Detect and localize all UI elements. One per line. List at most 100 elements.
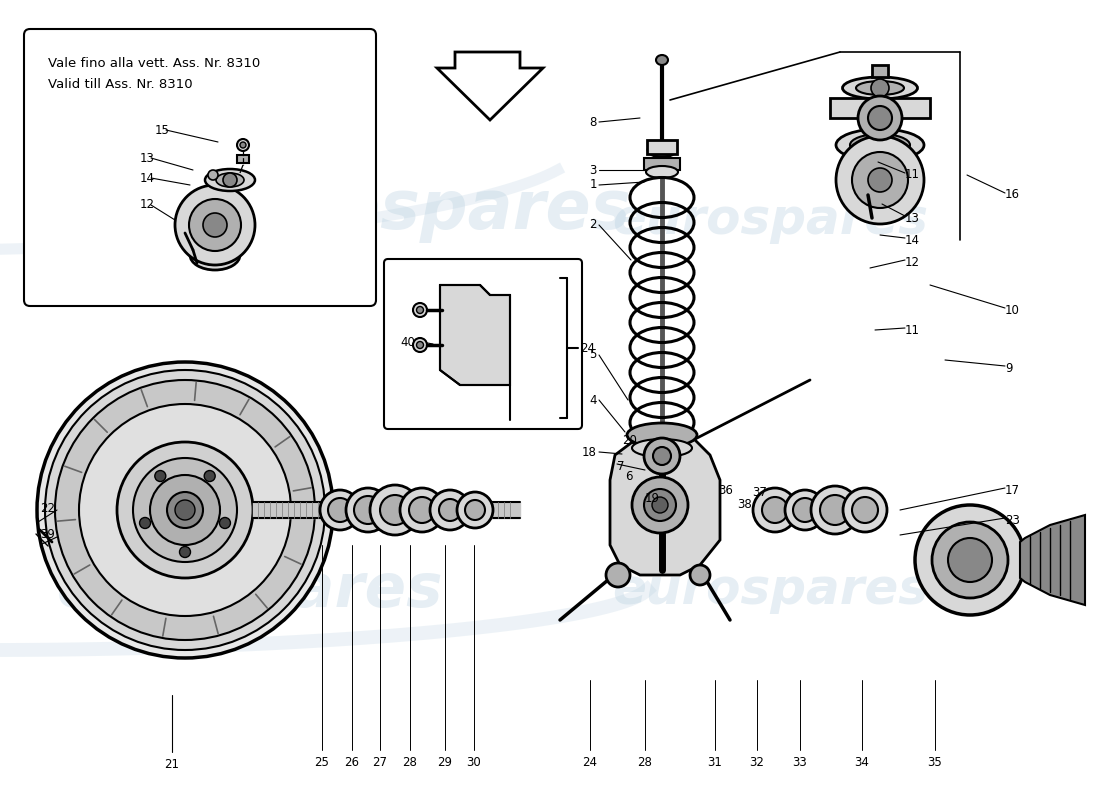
Text: 12: 12 bbox=[140, 198, 155, 211]
Text: 30: 30 bbox=[466, 755, 482, 769]
Text: 12: 12 bbox=[905, 255, 920, 269]
Circle shape bbox=[652, 497, 668, 513]
Circle shape bbox=[354, 496, 382, 524]
Bar bbox=[872, 65, 888, 77]
Circle shape bbox=[219, 518, 230, 529]
Circle shape bbox=[785, 490, 825, 530]
Circle shape bbox=[858, 96, 902, 140]
Circle shape bbox=[606, 563, 630, 587]
Circle shape bbox=[240, 142, 246, 148]
Bar bbox=[647, 140, 676, 154]
Text: 33: 33 bbox=[793, 755, 807, 769]
Text: 11: 11 bbox=[905, 323, 920, 337]
Ellipse shape bbox=[850, 134, 910, 156]
Circle shape bbox=[400, 488, 444, 532]
Text: 1: 1 bbox=[590, 178, 597, 191]
Circle shape bbox=[412, 338, 427, 352]
Bar bbox=[830, 98, 930, 118]
Circle shape bbox=[205, 470, 216, 482]
Text: 11: 11 bbox=[905, 169, 920, 182]
Text: 23: 23 bbox=[1005, 514, 1020, 526]
Circle shape bbox=[417, 306, 424, 314]
Ellipse shape bbox=[656, 55, 668, 65]
Text: 38: 38 bbox=[737, 498, 751, 510]
Circle shape bbox=[55, 380, 315, 640]
Text: 25: 25 bbox=[315, 755, 329, 769]
Circle shape bbox=[456, 492, 493, 528]
Text: 37: 37 bbox=[752, 486, 767, 498]
Circle shape bbox=[811, 486, 859, 534]
Circle shape bbox=[644, 489, 676, 521]
Ellipse shape bbox=[216, 173, 244, 187]
Circle shape bbox=[204, 213, 227, 237]
Text: 24: 24 bbox=[580, 342, 595, 354]
Text: 13: 13 bbox=[905, 211, 920, 225]
Circle shape bbox=[346, 488, 390, 532]
Ellipse shape bbox=[197, 245, 233, 265]
Text: 5: 5 bbox=[590, 349, 597, 362]
Circle shape bbox=[430, 490, 470, 530]
Circle shape bbox=[632, 477, 688, 533]
Circle shape bbox=[379, 495, 410, 525]
Text: 2: 2 bbox=[590, 218, 597, 231]
Circle shape bbox=[175, 185, 255, 265]
Text: 34: 34 bbox=[855, 755, 869, 769]
Text: 4: 4 bbox=[590, 394, 597, 406]
Circle shape bbox=[236, 139, 249, 151]
Circle shape bbox=[370, 485, 420, 535]
Text: 13: 13 bbox=[140, 151, 155, 165]
Text: 36: 36 bbox=[718, 483, 733, 497]
Circle shape bbox=[932, 522, 1008, 598]
Circle shape bbox=[852, 497, 878, 523]
Ellipse shape bbox=[632, 439, 692, 457]
Circle shape bbox=[439, 499, 461, 521]
Circle shape bbox=[871, 79, 889, 97]
Text: 16: 16 bbox=[1005, 189, 1020, 202]
Text: 10: 10 bbox=[1005, 303, 1020, 317]
Circle shape bbox=[133, 458, 236, 562]
Circle shape bbox=[140, 518, 151, 529]
Circle shape bbox=[465, 500, 485, 520]
Text: 15: 15 bbox=[155, 123, 169, 137]
Polygon shape bbox=[610, 435, 720, 575]
Circle shape bbox=[45, 370, 324, 650]
Circle shape bbox=[223, 173, 236, 187]
Circle shape bbox=[79, 404, 292, 616]
Text: 26: 26 bbox=[344, 755, 360, 769]
Text: 39: 39 bbox=[40, 529, 55, 542]
Text: 7: 7 bbox=[617, 459, 625, 473]
Circle shape bbox=[37, 362, 333, 658]
Circle shape bbox=[179, 546, 190, 558]
Text: 24: 24 bbox=[583, 755, 597, 769]
Text: 40: 40 bbox=[400, 335, 415, 349]
Text: 20: 20 bbox=[621, 434, 637, 446]
Circle shape bbox=[948, 538, 992, 582]
Text: 17: 17 bbox=[1005, 483, 1020, 497]
Text: 18: 18 bbox=[582, 446, 597, 458]
Ellipse shape bbox=[627, 423, 697, 447]
Ellipse shape bbox=[856, 81, 904, 95]
Text: Valid till Ass. Nr. 8310: Valid till Ass. Nr. 8310 bbox=[48, 78, 192, 91]
FancyBboxPatch shape bbox=[24, 29, 376, 306]
Circle shape bbox=[189, 199, 241, 251]
Ellipse shape bbox=[646, 166, 678, 178]
Ellipse shape bbox=[190, 240, 240, 270]
Circle shape bbox=[150, 475, 220, 545]
Text: 9: 9 bbox=[1005, 362, 1012, 374]
Text: 22: 22 bbox=[40, 502, 55, 514]
FancyBboxPatch shape bbox=[384, 259, 582, 429]
Text: 8: 8 bbox=[590, 115, 597, 129]
Circle shape bbox=[412, 303, 427, 317]
Text: 31: 31 bbox=[707, 755, 723, 769]
Circle shape bbox=[653, 447, 671, 465]
Circle shape bbox=[852, 152, 907, 208]
Circle shape bbox=[117, 442, 253, 578]
Text: 29: 29 bbox=[438, 755, 452, 769]
Text: 14: 14 bbox=[140, 171, 155, 185]
Circle shape bbox=[644, 438, 680, 474]
Circle shape bbox=[868, 106, 892, 130]
Circle shape bbox=[155, 470, 166, 482]
Circle shape bbox=[793, 498, 817, 522]
Text: 6: 6 bbox=[625, 470, 632, 482]
Ellipse shape bbox=[648, 143, 676, 157]
